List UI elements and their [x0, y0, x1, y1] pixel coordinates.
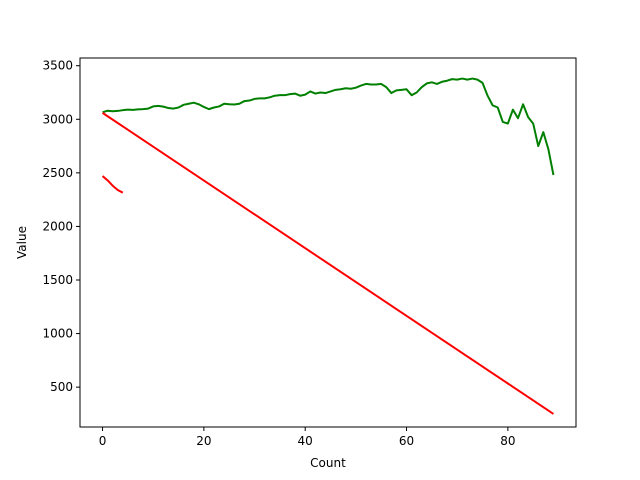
y-axis-ticks: 500 1000 1500 2000 2500 3000 3500 — [42, 59, 80, 394]
series-line-2 — [101, 112, 555, 415]
x-axis-ticks: 0 20 40 60 80 — [99, 427, 515, 448]
x-tick-label: 40 — [298, 434, 313, 448]
x-tick-label: 80 — [500, 434, 515, 448]
y-tick-label: 500 — [50, 380, 73, 394]
y-tick-label: 3000 — [42, 112, 73, 126]
plot-frame — [79, 57, 577, 428]
y-tick-label: 2000 — [42, 219, 73, 233]
series-line-1 — [102, 77, 555, 176]
x-tick-label: 60 — [399, 434, 414, 448]
y-tick-label: 1000 — [42, 327, 73, 341]
plot-area — [101, 77, 555, 415]
y-tick-label: 1500 — [42, 273, 73, 287]
x-tick-label: 0 — [99, 434, 107, 448]
series-line-3 — [101, 175, 124, 194]
y-axis-label: Value — [15, 226, 29, 259]
y-tick-label: 2500 — [42, 166, 73, 180]
x-tick-label: 20 — [196, 434, 211, 448]
x-axis-label: Count — [310, 456, 346, 470]
y-tick-label: 3500 — [42, 59, 73, 73]
